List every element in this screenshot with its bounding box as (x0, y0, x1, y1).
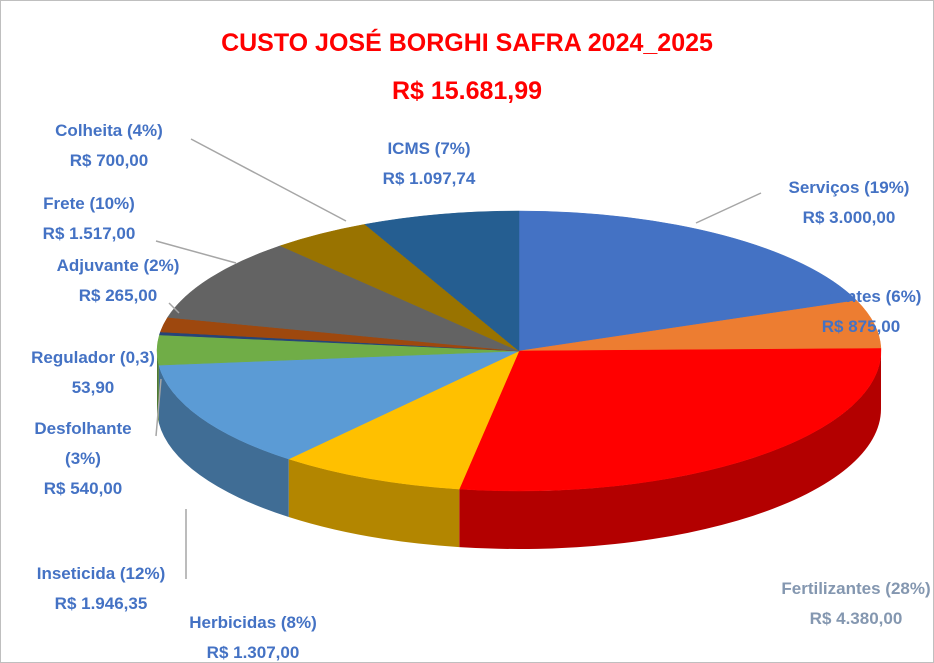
label-name: Frete (10%) (43, 194, 135, 213)
label-value: R$ 4.380,00 (809, 609, 903, 628)
leader-line (168, 302, 180, 314)
slice-side (288, 459, 460, 548)
slice (288, 350, 520, 490)
label-value: R$ 1.517,00 (42, 224, 136, 243)
slice-label: Inseticida (12%) R$ 1.946,35 (1, 559, 211, 619)
slice-label: ICMS (7%) R$ 1.097,74 (329, 134, 529, 194)
label-name: Adjuvante (2%) (56, 256, 180, 275)
label-name: Herbicidas (8%) (189, 613, 317, 632)
chart-subtitle: R$ 15.681,99 (391, 77, 543, 105)
leader-line (190, 138, 347, 222)
slice-side (158, 365, 289, 518)
pie-tops (156, 210, 882, 492)
leader-line (695, 192, 762, 224)
slice-label: Sementes (6%) R$ 875,00 (761, 282, 933, 342)
label-value: R$ 540,00 (43, 479, 123, 498)
slice-label: Frete (10%) R$ 1.517,00 (1, 189, 189, 249)
label-name: Inseticida (12%) (36, 564, 166, 583)
label-value: R$ 1.097,74 (382, 169, 476, 188)
slice-label: Desfolhante (3%) R$ 540,00 (18, 414, 148, 504)
label-name: Desfolhante (3%) (34, 419, 132, 468)
label-value: R$ 3.000,00 (802, 208, 896, 227)
slice-label: Adjuvante (2%) R$ 265,00 (18, 251, 218, 311)
label-value: R$ 1.307,00 (206, 643, 300, 662)
label-value: R$ 700,00 (69, 151, 149, 170)
slice (518, 300, 882, 352)
leader-line (155, 240, 237, 264)
label-name: Fertilizantes (28%) (781, 579, 931, 598)
label-value: R$ 1.946,35 (54, 594, 148, 613)
slice-label: Fertilizantes (28%) R$ 4.380,00 (776, 574, 933, 634)
slice-label: Serviços (19%) R$ 3.000,00 (749, 173, 933, 233)
label-name: Colheita (4%) (55, 121, 163, 140)
slice (364, 210, 520, 352)
slice-label: Colheita (4%) R$ 700,00 (9, 116, 209, 176)
label-name: ICMS (7%) (387, 139, 471, 158)
slice (458, 348, 882, 492)
slice-side (459, 351, 881, 549)
slice (167, 245, 520, 352)
pie-sides (157, 351, 881, 549)
slice (158, 350, 520, 460)
label-name: Sementes (6%) (800, 287, 922, 306)
slice-label: Regulador (0,3) 53,90 (1, 343, 193, 403)
label-value: R$ 265,00 (78, 286, 158, 305)
label-name: Regulador (0,3) (31, 348, 155, 367)
leader-lines (155, 138, 762, 579)
chart-title: CUSTO JOSÉ BORGHI SAFRA 2024_2025 (221, 29, 713, 57)
label-value: R$ 875,00 (821, 317, 901, 336)
slice-label: Herbicidas (8%) R$ 1.307,00 (143, 608, 363, 662)
label-value: 53,90 (71, 378, 115, 397)
leader-line (155, 378, 162, 437)
label-name: Serviços (19%) (788, 178, 910, 197)
slice (518, 210, 858, 352)
